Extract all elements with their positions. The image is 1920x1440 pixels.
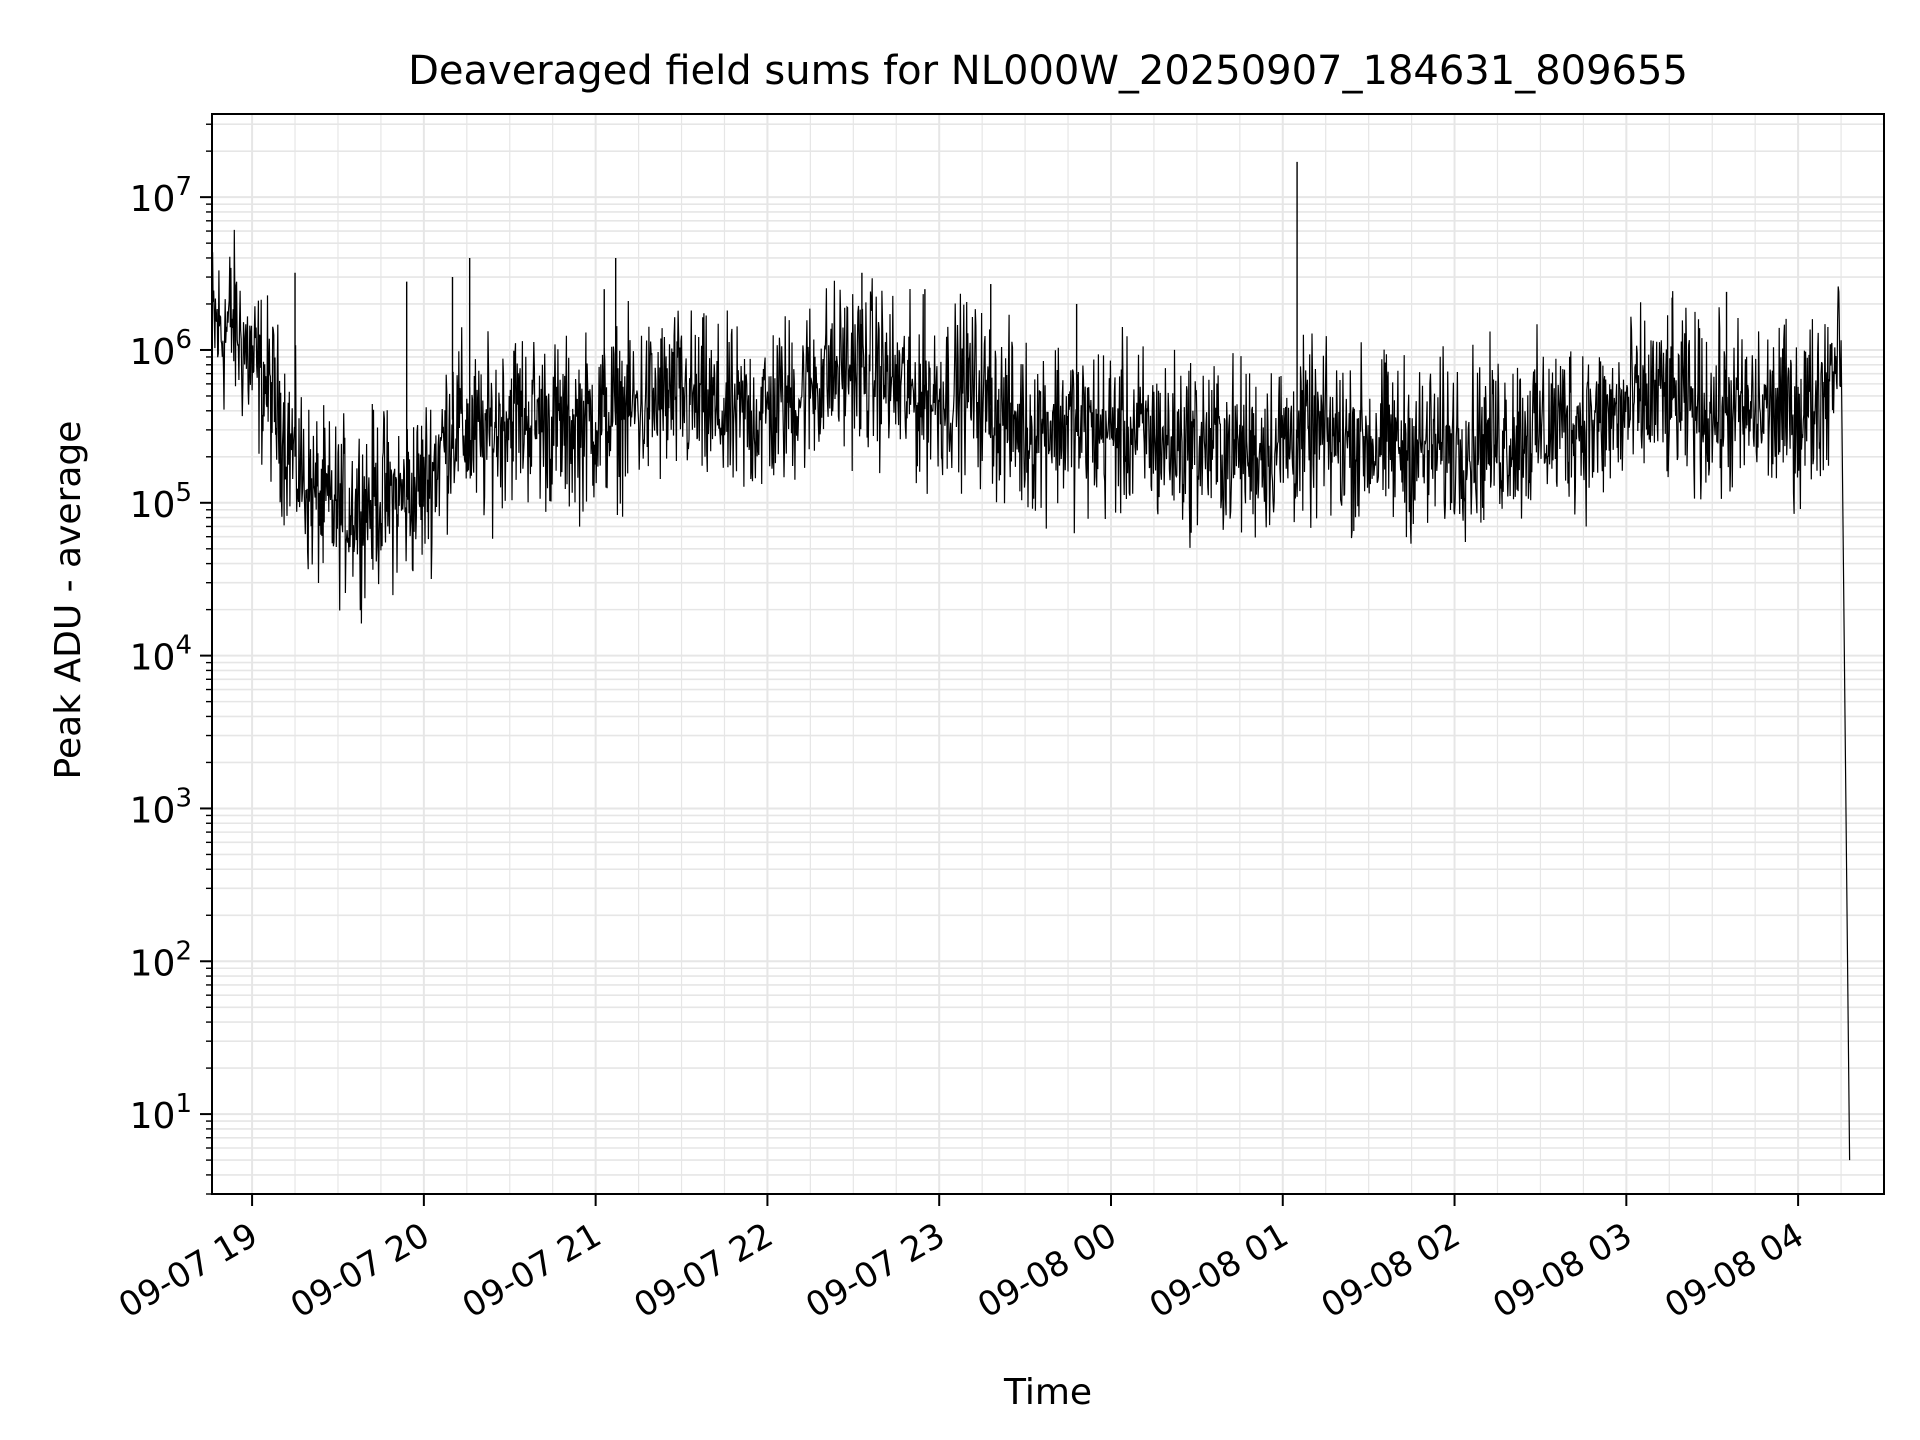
grid-lines bbox=[212, 114, 1885, 1195]
y-tick-label: 105 bbox=[130, 478, 192, 526]
chart-title: Deaveraged field sums for NL000W_2025090… bbox=[408, 48, 1688, 94]
x-axis-label: Time bbox=[1003, 1372, 1092, 1413]
y-tick-label: 101 bbox=[130, 1089, 192, 1137]
series-line bbox=[211, 229, 1851, 1161]
y-tick-label: 106 bbox=[130, 325, 192, 373]
y-tick-label: 104 bbox=[130, 631, 192, 679]
plot-frame bbox=[211, 113, 1885, 1195]
y-tick-label: 107 bbox=[130, 172, 192, 220]
series-group bbox=[211, 161, 1851, 1161]
y-axis-label: Peak ADU - average bbox=[48, 421, 89, 780]
y-axis: 101 102 103 104 105 106 107 bbox=[130, 123, 212, 1195]
y-tick-label: 102 bbox=[130, 936, 192, 984]
y-tick-label: 103 bbox=[130, 783, 192, 831]
